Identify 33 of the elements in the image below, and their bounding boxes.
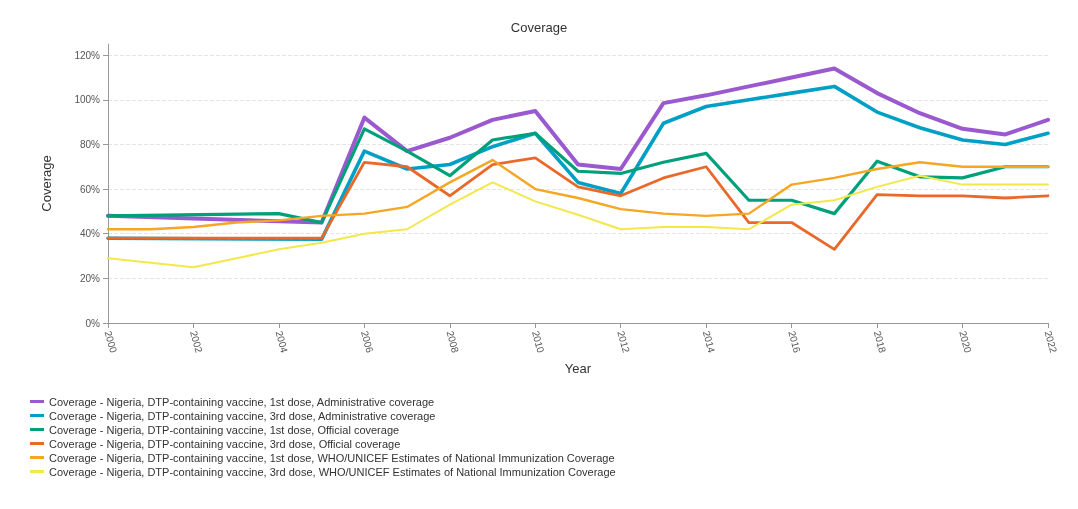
- legend-label: Coverage - Nigeria, DTP-containing vaccine, 1st dose, WHO/UNICEF Estimates of National Immunization Coverage: [49, 451, 615, 464]
- x-tick-label: 2010: [529, 329, 547, 355]
- y-tick-label: 20%: [79, 272, 101, 284]
- x-tick-label: 2018: [871, 329, 889, 355]
- line-series: [106, 127, 1050, 225]
- chart-title: Coverage: [510, 20, 568, 35]
- x-tick-label: 2000: [102, 329, 120, 355]
- legend-label: Coverage - Nigeria, DTP-containing vaccine, 1st dose, Administrative coverage: [49, 395, 435, 408]
- legend-label: Coverage - Nigeria, DTP-containing vaccine, 3rd dose, Administrative coverage: [49, 409, 436, 422]
- x-tick-label: 2020: [957, 329, 974, 355]
- y-tick-label: 80%: [79, 138, 101, 150]
- y-axis-title: Coverage: [39, 155, 54, 212]
- y-tick-label: 60%: [79, 183, 101, 195]
- x-axis-title: Year: [564, 360, 592, 376]
- line-series: [106, 158, 1050, 231]
- x-tick-label: 2014: [700, 329, 718, 355]
- y-tick-label: 120%: [74, 49, 101, 61]
- y-tick-label: 100%: [74, 94, 101, 106]
- x-tick-label: 2012: [615, 329, 632, 355]
- line-series: [106, 156, 1050, 251]
- y-tick-label: 0%: [85, 317, 101, 329]
- legend-label: Coverage - Nigeria, DTP-containing vaccine, 3rd dose, Official coverage: [49, 437, 401, 450]
- x-tick-label: 2008: [444, 329, 462, 355]
- x-tick-label: 2022: [1042, 329, 1060, 355]
- x-tick-label: 2004: [273, 329, 291, 355]
- line-series: [106, 66, 1050, 225]
- x-tick-label: 2002: [188, 329, 205, 355]
- legend-label: Coverage - Nigeria, DTP-containing vaccine, 1st dose, Official coverage: [49, 423, 400, 436]
- line-series: [107, 174, 1049, 269]
- x-tick-label: 2006: [359, 329, 376, 355]
- legend-label: Coverage - Nigeria, DTP-containing vaccine, 3rd dose, WHO/UNICEF Estimates of National Immunization Coverage: [49, 465, 616, 478]
- y-tick-label: 40%: [79, 228, 101, 240]
- x-tick-label: 2016: [786, 329, 803, 355]
